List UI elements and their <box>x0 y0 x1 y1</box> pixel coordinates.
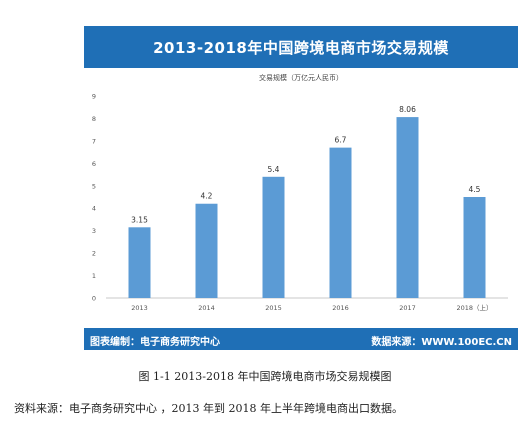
chart-footer-compiler: 图表编制：电子商务研究中心 <box>90 337 220 348</box>
y-tick-label: 8 <box>92 115 96 123</box>
y-tick-label: 0 <box>92 295 96 303</box>
bar-value-label: 5.4 <box>268 165 280 174</box>
y-tick-label: 2 <box>92 250 96 258</box>
chart-frame: 2013-2018年中国跨境电商市场交易规模 交易规模（万亿元人民币） 0 1 2 3 4… <box>84 26 518 350</box>
bar <box>262 176 285 298</box>
bar-value-label: 4.2 <box>201 192 213 201</box>
x-tick-label: 2015 <box>265 304 282 312</box>
bar <box>128 227 151 298</box>
x-tick-label: 2018（上） <box>456 303 492 312</box>
bar-value-label: 3.15 <box>131 215 148 224</box>
x-tick-label: 2016 <box>332 304 349 312</box>
y-tick-label: 7 <box>92 137 96 145</box>
bar-value-label: 4.5 <box>469 185 481 194</box>
bar-value-label: 8.06 <box>399 105 416 114</box>
chart-footer-source: 数据来源：WWW.100EC.CN <box>371 337 512 348</box>
chart-title: 交易规模（万亿元人民币） <box>259 73 343 82</box>
bar <box>195 203 218 298</box>
bar <box>463 197 486 298</box>
y-tick-label: 6 <box>92 160 96 168</box>
bar <box>396 117 419 298</box>
plot-area: 交易规模（万亿元人民币） 0 1 2 3 4 5 6 7 8 9 3.15 2013 4.2 2014 5.4… <box>84 68 518 326</box>
bar <box>329 147 352 298</box>
y-tick-label: 3 <box>92 227 96 235</box>
chart-footer: 图表编制：电子商务研究中心 数据来源：WWW.100EC.CN <box>84 328 518 350</box>
y-tick-label: 1 <box>92 272 96 280</box>
chart-header-title: 2013-2018年中国跨境电商市场交易规模 <box>153 38 449 57</box>
chart-header: 2013-2018年中国跨境电商市场交易规模 <box>84 26 518 68</box>
bar-chart: 交易规模（万亿元人民币） 0 1 2 3 4 5 6 7 8 9 3.15 2013 4.2 2014 5.4… <box>92 73 508 312</box>
y-tick-label: 9 <box>92 93 96 101</box>
y-tick-label: 4 <box>92 205 96 213</box>
bar-value-label: 6.7 <box>335 136 347 145</box>
x-tick-label: 2014 <box>198 304 215 312</box>
figure-caption: 图 1-1 2013-2018 年中国跨境电商市场交易规模图 <box>138 370 392 383</box>
y-tick-label: 5 <box>92 182 96 190</box>
source-note: 资料来源：电子商务研究中心 ，2013 年到 2018 年上半年跨境电商出口数据… <box>14 402 403 415</box>
x-tick-label: 2017 <box>399 304 416 312</box>
x-tick-label: 2013 <box>131 304 148 312</box>
